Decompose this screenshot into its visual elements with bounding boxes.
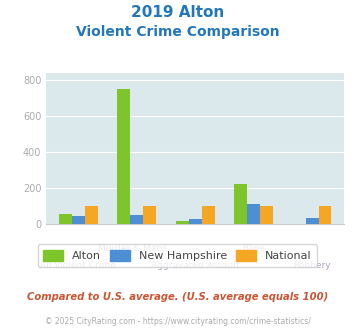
Text: © 2025 CityRating.com - https://www.cityrating.com/crime-statistics/: © 2025 CityRating.com - https://www.city… <box>45 317 310 326</box>
Text: All Violent Crime: All Violent Crime <box>40 260 116 270</box>
Text: Compared to U.S. average. (U.S. average equals 100): Compared to U.S. average. (U.S. average … <box>27 292 328 302</box>
Bar <box>306 218 319 224</box>
Bar <box>260 206 273 224</box>
Text: Robbery: Robbery <box>293 260 331 270</box>
Bar <box>319 206 332 224</box>
Bar <box>234 184 247 224</box>
Bar <box>130 215 143 224</box>
Bar <box>202 206 214 224</box>
Text: Aggravated Assault: Aggravated Assault <box>151 260 240 270</box>
Bar <box>176 221 189 224</box>
Bar <box>143 206 156 224</box>
Bar <box>72 216 85 224</box>
Bar <box>59 214 72 224</box>
Bar <box>189 218 202 224</box>
Bar <box>85 206 98 224</box>
Bar <box>118 89 130 224</box>
Text: Murder & Mans...: Murder & Mans... <box>98 244 175 253</box>
Text: Rape: Rape <box>242 244 265 253</box>
Legend: Alton, New Hampshire, National: Alton, New Hampshire, National <box>38 245 317 267</box>
Text: Violent Crime Comparison: Violent Crime Comparison <box>76 25 279 39</box>
Bar <box>247 204 260 224</box>
Text: 2019 Alton: 2019 Alton <box>131 5 224 20</box>
